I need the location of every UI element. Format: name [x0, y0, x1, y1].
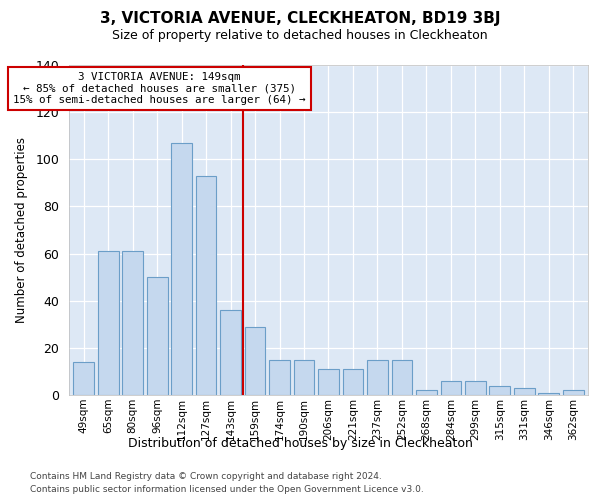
Bar [465, 381, 486, 395]
Bar [293, 360, 314, 395]
Bar [440, 381, 461, 395]
Bar [147, 277, 167, 395]
Bar [73, 362, 94, 395]
Text: Contains public sector information licensed under the Open Government Licence v3: Contains public sector information licen… [30, 485, 424, 494]
Bar [343, 369, 364, 395]
Bar [538, 392, 559, 395]
Bar [490, 386, 510, 395]
Bar [514, 388, 535, 395]
Bar [367, 360, 388, 395]
Bar [245, 326, 265, 395]
Text: Distribution of detached houses by size in Cleckheaton: Distribution of detached houses by size … [128, 438, 472, 450]
Bar [171, 143, 192, 395]
Bar [122, 251, 143, 395]
Y-axis label: Number of detached properties: Number of detached properties [16, 137, 28, 323]
Bar [220, 310, 241, 395]
Bar [98, 251, 119, 395]
Text: Contains HM Land Registry data © Crown copyright and database right 2024.: Contains HM Land Registry data © Crown c… [30, 472, 382, 481]
Text: 3, VICTORIA AVENUE, CLECKHEATON, BD19 3BJ: 3, VICTORIA AVENUE, CLECKHEATON, BD19 3B… [100, 11, 500, 26]
Bar [416, 390, 437, 395]
Bar [392, 360, 412, 395]
Text: 3 VICTORIA AVENUE: 149sqm
← 85% of detached houses are smaller (375)
15% of semi: 3 VICTORIA AVENUE: 149sqm ← 85% of detac… [13, 72, 306, 106]
Bar [196, 176, 217, 395]
Bar [269, 360, 290, 395]
Bar [318, 369, 339, 395]
Bar [563, 390, 584, 395]
Text: Size of property relative to detached houses in Cleckheaton: Size of property relative to detached ho… [112, 29, 488, 42]
